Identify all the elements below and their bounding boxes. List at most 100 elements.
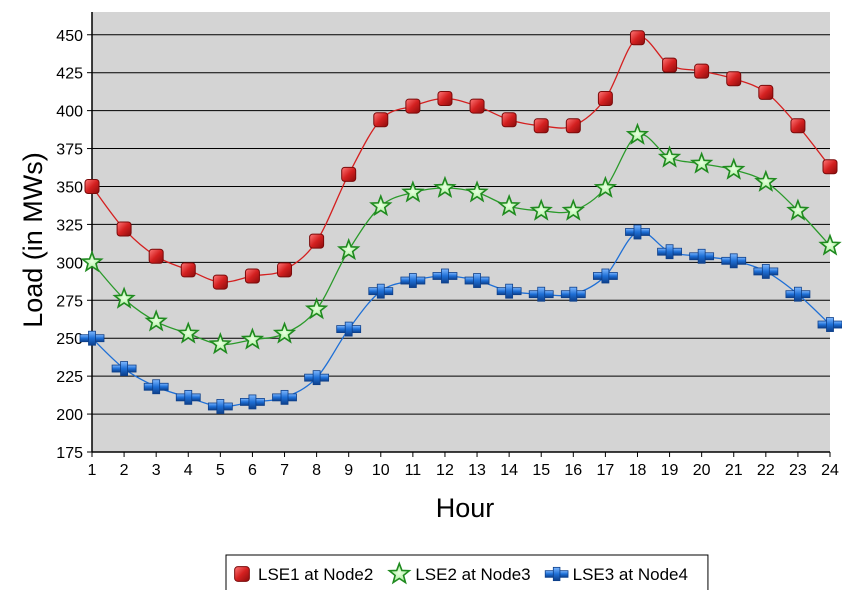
marker-star [786, 198, 810, 221]
marker-star [657, 145, 682, 168]
x-tick-labels: 1 2 3 4 5 6 7 8 9 10 11 12 13 14 15 16 17 18 19 20 21 22 23 24 [88, 452, 839, 479]
marker-square [84, 178, 100, 194]
marker-star [369, 193, 393, 217]
marker-star [208, 331, 233, 355]
marker-square [501, 112, 517, 128]
marker-square [662, 57, 678, 73]
marker-star [465, 180, 489, 203]
x-tick-label: 10 [372, 462, 390, 479]
y-tick-label: 375 [56, 142, 83, 159]
marker-star [272, 321, 297, 344]
marker-square [373, 112, 389, 128]
marker-square [726, 71, 742, 87]
marker-square [405, 98, 421, 114]
marker-star [754, 169, 778, 192]
x-tick-label: 16 [564, 462, 582, 479]
marker-square [597, 90, 613, 106]
marker-plus-v [697, 248, 706, 264]
marker-star [625, 122, 650, 145]
series [79, 30, 842, 414]
marker-plus-v [761, 264, 770, 279]
x-tick-label: 5 [216, 462, 225, 479]
x-tick-label: 24 [821, 462, 839, 479]
y-tick-labels: 175 200 225 250 275 300 325 350 375 400 425 450 [56, 28, 83, 462]
marker-plus-v [505, 283, 514, 299]
y-axis-title: Load (in MWs) [18, 152, 48, 328]
marker-star [401, 180, 425, 203]
marker-star [240, 327, 265, 350]
x-tick-label: 15 [532, 462, 550, 479]
marker-plus-v [312, 370, 321, 386]
y-tick-label: 450 [56, 28, 83, 45]
marker-square [565, 118, 581, 134]
axes [91, 12, 830, 453]
marker-star [144, 309, 168, 332]
marker-plus-v [729, 253, 738, 269]
marker-star [304, 297, 329, 320]
marker-star [529, 198, 553, 221]
marker-square [437, 90, 453, 106]
x-tick-label: 13 [468, 462, 486, 479]
marker-plus-v [184, 389, 193, 405]
marker-plus-v [794, 286, 802, 302]
marker-star [80, 250, 104, 273]
marker-plus-v [120, 361, 128, 376]
x-tick-label: 22 [757, 462, 775, 479]
x-tick-label: 17 [596, 462, 614, 479]
x-tick-label: 21 [725, 462, 743, 479]
marker-star [337, 237, 361, 261]
legend-item: LSE3 at Node4 [544, 565, 688, 584]
marker-plus-v [88, 330, 96, 346]
series-1 [84, 30, 838, 290]
marker-square [116, 221, 132, 237]
marker-plus-v [473, 273, 481, 288]
marker-star [497, 193, 521, 217]
y-tick-label: 250 [56, 331, 83, 348]
plot-area [92, 12, 830, 452]
marker-plus-v [665, 244, 674, 260]
x-tick-label: 20 [693, 462, 711, 479]
legend-label: LSE1 at Node2 [258, 565, 373, 584]
y-tick-label: 400 [56, 104, 83, 121]
legend-item: LSE1 at Node2 [234, 565, 373, 584]
x-tick-label: 19 [661, 462, 679, 479]
marker-square [309, 233, 325, 249]
marker-square [790, 118, 806, 134]
marker-star [433, 175, 457, 198]
legend-box [225, 554, 709, 590]
marker-star [387, 561, 412, 585]
marker-plus-v [826, 317, 834, 332]
x-tick-label: 7 [280, 462, 289, 479]
x-tick-label: 12 [436, 462, 454, 479]
x-tick-label: 11 [405, 462, 422, 479]
marker-square [533, 118, 549, 134]
gridlines [87, 34, 830, 453]
legend-item: LSE2 at Node3 [387, 561, 531, 585]
x-tick-label: 3 [152, 462, 161, 479]
marker-plus-v [569, 286, 578, 302]
y-tick-label: 200 [56, 407, 83, 424]
legend-label: LSE2 at Node3 [415, 565, 530, 584]
x-tick-label: 4 [184, 462, 193, 479]
marker-square [341, 166, 357, 182]
y-tick-label: 275 [56, 293, 83, 310]
x-tick-label: 23 [789, 462, 807, 479]
marker-square [180, 262, 196, 278]
series-3 [79, 224, 842, 414]
y-tick-label: 325 [56, 217, 83, 234]
marker-star [176, 321, 200, 344]
marker-plus-v [152, 379, 161, 395]
marker-plus-v [552, 566, 561, 582]
marker-star [818, 233, 842, 256]
x-tick-label: 1 [88, 462, 97, 479]
marker-star [722, 157, 746, 180]
marker-square [234, 566, 250, 582]
marker-plus-v [441, 268, 449, 284]
y-tick-label: 300 [56, 255, 83, 272]
legend: LSE1 at Node2 LSE2 at Node3 LSE3 at Node4 [225, 554, 709, 590]
marker-plus-v [216, 399, 225, 414]
x-tick-label: 6 [248, 462, 257, 479]
marker-square [277, 262, 293, 278]
x-tick-label: 8 [312, 462, 321, 479]
